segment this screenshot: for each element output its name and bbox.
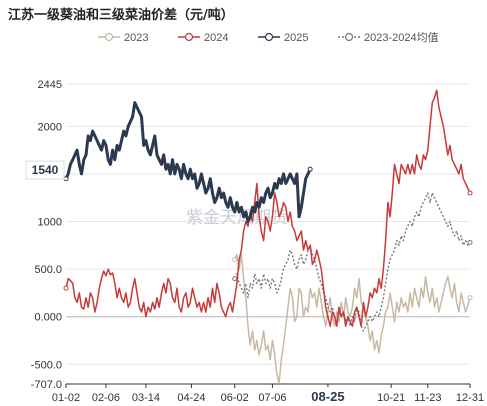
legend-label: 2023 [124, 32, 148, 44]
series-line-0 [234, 254, 471, 385]
y-tick-label: 0.000 [34, 312, 62, 324]
series-endpoint [467, 190, 473, 196]
legend-swatch-marker [264, 32, 274, 42]
legend-swatch-marker [104, 32, 114, 42]
legend-label: 2024 [204, 32, 228, 44]
x-tick-label: 06-02 [221, 392, 249, 404]
y-tick-label: 2000 [38, 121, 62, 133]
legend-swatch-marker [344, 32, 354, 42]
legend-item-0[interactable]: 2023 [98, 32, 148, 44]
chart-title: 江苏一级葵油和三级菜油价差（元/吨） [8, 7, 234, 23]
series-endpoint [63, 176, 69, 182]
y-tick-label: 500.0 [34, 264, 62, 276]
legend-item-2[interactable]: 2025 [258, 32, 308, 44]
x-tick-label: 07-06 [258, 392, 286, 404]
y-pointer-label: 1540 [32, 163, 59, 177]
y-pointer-label-bg [25, 160, 65, 180]
series-endpoint [467, 295, 473, 301]
chart-legend[interactable]: 2023 2024 2025 2023-2024均值 [98, 31, 439, 44]
x-tick-label: 04-24 [177, 392, 205, 404]
x-tick-label: 02-06 [92, 392, 120, 404]
y-tick-label: -500.0 [31, 359, 62, 371]
series-endpoint [232, 257, 238, 263]
series-endpoint [232, 276, 238, 282]
y-tick-label: -707.0 [31, 379, 62, 391]
series-endpoint [307, 166, 313, 172]
x-tick-label-highlight: 08-25 [311, 389, 344, 404]
legend-label: 2025 [284, 32, 308, 44]
x-axis: 01-02 02-06 03-14 04-24 06-02 07-06 08-25 10-21… [52, 383, 484, 405]
x-tick-label: 01-02 [52, 392, 80, 404]
x-pointer-label-bg [305, 387, 350, 405]
legend-swatch-marker [184, 32, 194, 42]
x-tick-label: 03-14 [132, 392, 160, 404]
y-axis: 2445200015001000500.00.000-500.0-707.0 [31, 79, 62, 391]
chart-series [63, 89, 473, 385]
series-line-3 [234, 192, 471, 332]
series-endpoint [63, 285, 69, 291]
watermark: 紫金天风期货 [186, 208, 288, 228]
legend-label: 2023-2024均值 [364, 31, 439, 44]
x-tick-label: 11-23 [414, 392, 441, 404]
legend-item-1[interactable]: 2024 [178, 32, 228, 44]
x-tick-label: 10-21 [377, 392, 405, 404]
x-tick-label: 12-31 [456, 392, 484, 404]
series-endpoint [467, 239, 473, 245]
axis-pointer: 1540 [25, 160, 65, 180]
series-line-1 [65, 89, 471, 327]
legend-item-3[interactable]: 2023-2024均值 [338, 31, 439, 44]
y-tick-label: 2445 [38, 79, 62, 91]
y-tick-label: 1000 [38, 217, 62, 229]
series-line-2 [64, 101, 312, 223]
